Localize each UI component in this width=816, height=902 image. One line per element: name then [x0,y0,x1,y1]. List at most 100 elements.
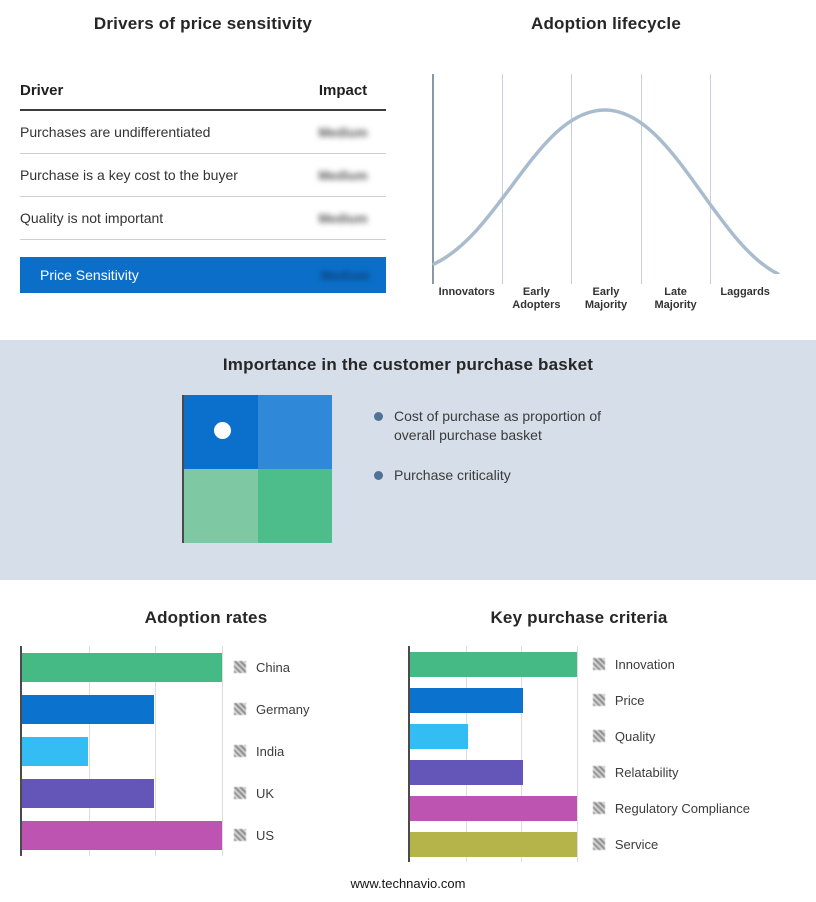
legend-label: US [256,827,275,843]
bullet-icon [374,470,383,480]
key-purchase-criteria-body: Innovation Price Quality Relatability Regula… [408,646,750,862]
stage-label: Late Majority [654,286,697,312]
bottom-section: Adoption rates China Germany India UK US Key… [0,580,816,902]
lifecycle-title: Adoption lifecycle [530,14,681,33]
legend-item: Quality [592,718,750,754]
legend-item: Price [592,682,750,718]
price-sensitivity-label: Price Sensitivity [40,267,139,283]
legend-marker-icon [234,703,246,715]
bullet-item: Purchase criticality [374,466,632,485]
adoption-rates-legend: China Germany India UK US [234,646,309,856]
legend-label: Quality [614,728,656,744]
impact-value: Medium [318,210,368,226]
chart-gridline [465,646,467,862]
bar-innovation [410,651,577,677]
legend-marker-icon [234,787,246,799]
legend-marker-icon [234,745,246,757]
bar-india [22,736,88,766]
legend-item: Relatability [592,754,750,790]
stage-gridline [501,74,503,284]
legend-item: US [234,814,309,856]
chart-gridline [521,646,523,862]
impact-value: Medium [318,167,368,183]
bar-row [410,718,577,754]
top-section: Drivers of price sensitivity Driver Impa… [0,0,816,340]
legend-item: Germany [234,688,309,730]
lifecycle-y-axis [432,74,434,284]
bar-row [410,826,577,862]
adoption-lifecycle-panel: Adoption lifecycle Innovators Early Adopt… [432,14,780,312]
stage-label: Laggards [720,286,770,298]
quadrant-top-left [184,395,258,469]
legend-label: Innovation [614,656,675,672]
drivers-table: Driver Impact Purchases are undifferenti… [20,76,386,240]
legend-label: Service [614,836,659,852]
bar-row [410,754,577,790]
key-purchase-criteria-bars [410,646,577,862]
legend-marker-icon [592,658,605,670]
bar-row [22,646,222,688]
key-purchase-criteria-title: Key purchase criteria [490,608,668,627]
bar-uk [22,778,154,808]
bar-service [410,831,577,857]
key-purchase-criteria-plot [408,646,578,862]
legend-item: Service [592,826,750,862]
legend-marker-icon [234,829,246,841]
position-dot-icon [214,422,231,439]
driver-row: Quality is not important Medium [20,197,386,240]
quadrant-bottom-right [258,469,332,543]
price-sensitivity-impact: Medium [320,267,370,283]
legend-label: Price [614,692,645,708]
bar-row [410,790,577,826]
stage-label: Early Majority [584,286,628,312]
adoption-rates-body: China Germany India UK US [20,646,392,856]
bar-us [22,820,222,850]
driver-row: Purchases are undifferentiated Medium [20,111,386,154]
lifecycle-curve [432,108,780,274]
bar-row [22,688,222,730]
key-purchase-criteria-chart: Key purchase criteria Innovation Price Qua… [408,608,750,862]
stage-gridline [640,74,642,284]
bullet-text: Purchase criticality [394,466,511,483]
driver-column-header: Driver [20,82,64,99]
impact-value: Medium [318,124,368,140]
legend-marker-icon [592,838,605,850]
price-sensitivity-panel: Drivers of price sensitivity Driver Impa… [20,14,386,293]
bar-row [410,646,577,682]
legend-label: Relatability [614,764,679,780]
chart-gridline [88,646,90,856]
drivers-title: Drivers of price sensitivity [93,14,313,33]
website-url: www.technavio.com [350,876,466,891]
legend-marker-icon [592,730,605,742]
legend-item: Regulatory Compliance [592,790,750,826]
legend-item: Innovation [592,646,750,682]
quadrant-matrix [182,395,332,543]
bar-quality [410,723,469,749]
price-sensitivity-bar: Price Sensitivity Medium [20,257,386,293]
basket-bullets: Cost of purchase as proportion of overal… [374,395,632,543]
drivers-table-header: Driver Impact [20,76,386,111]
chart-gridline [155,646,157,856]
driver-label: Quality is not important [20,210,164,226]
driver-label: Purchase is a key cost to the buyer [20,167,238,183]
quadrant-top-right [258,395,332,469]
bar-germany [22,694,154,724]
stage-labels: Innovators Early Adopters Early Majority La… [432,286,780,312]
legend-marker-icon [592,766,605,778]
legend-label: India [256,743,285,759]
legend-marker-icon [592,694,605,706]
legend-item: UK [234,772,309,814]
bullet-item: Cost of purchase as proportion of overal… [374,407,632,445]
adoption-rates-chart: Adoption rates China Germany India UK US [20,608,392,856]
key-purchase-criteria-legend: Innovation Price Quality Relatability Regula… [592,646,750,862]
bar-regulatory-compliance [410,795,577,821]
legend-marker-icon [592,802,605,814]
adoption-rates-plot [20,646,223,856]
stage-gridline [710,74,712,284]
bar-price [410,687,524,713]
chart-gridline [222,646,223,856]
basket-content: Cost of purchase as proportion of overal… [0,395,816,543]
driver-label: Purchases are undifferentiated [20,124,211,140]
impact-column-header: Impact [318,82,368,99]
quadrant-bottom-left [184,469,258,543]
